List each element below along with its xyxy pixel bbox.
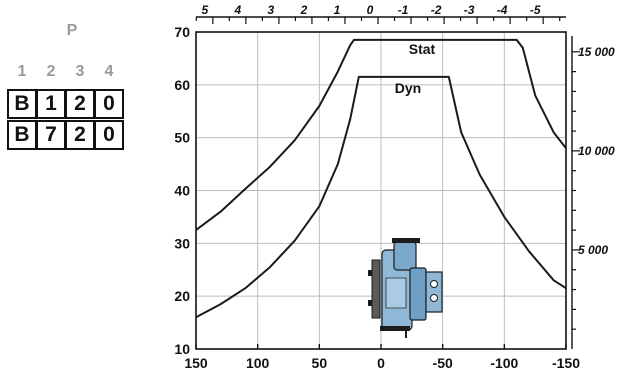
chart-grid: [195, 31, 567, 350]
series-line-stat: [195, 38, 567, 231]
bottom-tick-label: -150: [552, 355, 580, 371]
left-tick-label: 60: [174, 77, 190, 93]
top-tick-label: -1: [398, 3, 409, 17]
code-row-1: B 1 2 0: [7, 89, 124, 119]
series-label-dyn: Dyn: [395, 80, 421, 96]
right-axis: 5 000 10 000 15 000: [571, 36, 615, 349]
series-label-stat: Stat: [409, 41, 436, 57]
top-tick-label: -3: [464, 3, 475, 17]
left-tick-label: 20: [174, 288, 190, 304]
left-tick-label: 30: [174, 235, 190, 251]
left-tick-label: 50: [174, 130, 190, 146]
top-tick-label: 0: [367, 3, 374, 17]
series-line-dyn: [195, 75, 567, 319]
left-tick-label: 70: [174, 24, 190, 40]
top-tick-label: -2: [431, 3, 442, 17]
code-cell: 2: [67, 122, 93, 148]
top-tick-label: 2: [300, 3, 308, 17]
bottom-tick-label: -50: [433, 355, 453, 371]
right-tick-label: 5 000: [578, 243, 608, 257]
series-group: Stat Dyn: [195, 38, 567, 319]
code-position-2: 2: [46, 63, 56, 80]
code-cell: B: [9, 122, 35, 148]
code-position-3: 3: [75, 63, 85, 80]
code-cell: 1: [38, 91, 64, 117]
code-position-1: 1: [17, 63, 27, 80]
left-axis: 10 20 30 40 50 60 70: [174, 24, 190, 357]
code-cell: 0: [96, 91, 122, 117]
code-panel: P 1 2 3 4 B 1 2 0 B 7 2 0: [0, 0, 150, 170]
bottom-tick-label: 50: [312, 355, 328, 371]
bottom-tick-label: 100: [246, 355, 270, 371]
bottom-tick-label: 150: [184, 355, 208, 371]
code-cell: 7: [38, 122, 64, 148]
top-axis: 5 4 3 2 1 0 -1 -2 -3 -4 -5: [195, 3, 566, 24]
top-tick-label: 4: [234, 3, 242, 17]
bottom-tick-label: -100: [490, 355, 518, 371]
code-cell: 2: [67, 91, 93, 117]
code-position-4: 4: [104, 63, 114, 80]
left-tick-label: 40: [174, 183, 190, 199]
top-tick-label: 1: [334, 3, 341, 17]
motor-illustration: [368, 238, 443, 338]
bottom-tick-label: 0: [377, 355, 385, 371]
bottom-axis: 150 100 50 0 -50 -100 -150: [184, 344, 580, 371]
top-tick-label: 3: [268, 3, 275, 17]
top-tick-label: -4: [497, 3, 508, 17]
code-cell: B: [9, 91, 35, 117]
left-tick-label: 10: [174, 341, 190, 357]
code-cell: 0: [96, 122, 122, 148]
code-title: P: [66, 22, 78, 39]
top-tick-label: 5: [201, 3, 208, 17]
right-tick-label: 15 000: [578, 45, 615, 59]
top-tick-label: -5: [530, 3, 541, 17]
right-tick-label: 10 000: [578, 144, 615, 158]
code-row-2: B 7 2 0: [7, 120, 124, 150]
